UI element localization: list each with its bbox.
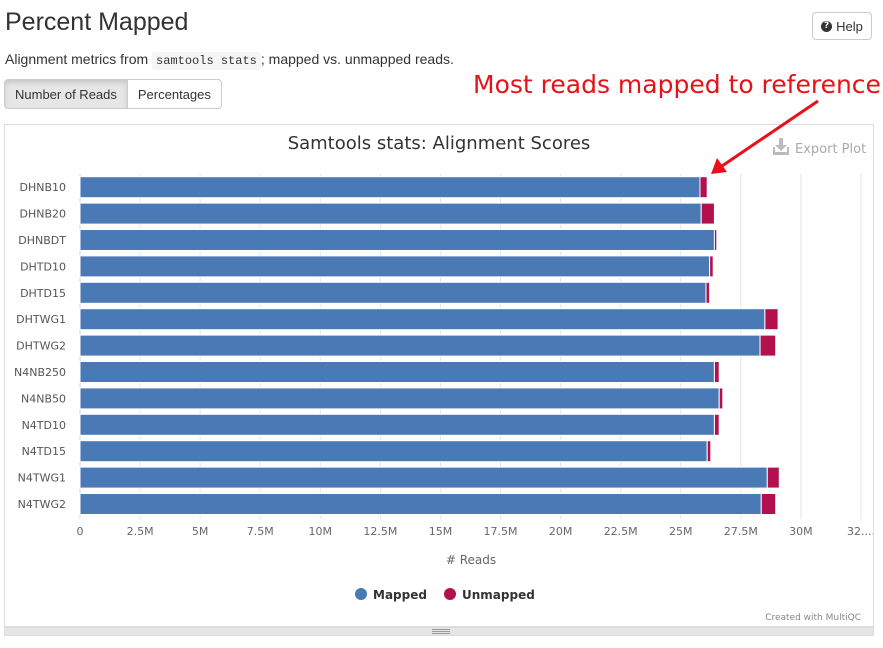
bar-mapped-n4twg1 — [79, 466, 768, 489]
chart-legend: Mapped Unmapped — [355, 588, 535, 602]
bar-unmapped-n4td10 — [713, 413, 720, 436]
y-category-label: DHNB10 — [19, 181, 66, 194]
page-title: Percent Mapped — [5, 8, 189, 36]
bar-mapped-dhnbdt — [79, 229, 715, 251]
x-tick-label: 5M — [192, 525, 209, 538]
tab-number-of-reads[interactable]: Number of Reads — [4, 79, 128, 109]
bar-mapped-dhtd15 — [79, 281, 707, 304]
bar-unmapped-dhtwg2 — [759, 334, 777, 357]
x-tick-label: 17.5M — [484, 525, 518, 538]
x-tick-label: 30M — [789, 525, 813, 538]
help-button-label: Help — [836, 18, 863, 34]
x-tick-label: 32.... — [847, 525, 873, 538]
legend-mapped-marker — [355, 588, 367, 600]
legend-mapped-label[interactable]: Mapped — [373, 588, 427, 602]
bar-mapped-dhnb20 — [79, 202, 702, 225]
bar-mapped-n4td10 — [79, 413, 715, 436]
y-category-label: N4NB250 — [14, 366, 66, 379]
multiqc-credit: Created with MultiQC — [765, 613, 861, 623]
bar-unmapped-dhnb10 — [699, 176, 708, 199]
x-tick-label: 25M — [669, 525, 693, 538]
y-category-label: N4TD15 — [22, 445, 66, 458]
x-tick-label: 20M — [549, 525, 573, 538]
x-tick-label: 27.5M — [724, 525, 758, 538]
bar-mapped-dhnb10 — [79, 176, 701, 199]
export-plot-label: Export Plot — [795, 142, 866, 157]
bar-mapped-n4td15 — [79, 440, 708, 463]
x-tick-label: 2.5M — [127, 525, 154, 538]
x-tick-label: 15M — [429, 525, 453, 538]
y-category-label: DHTWG1 — [16, 313, 66, 326]
y-category-label: DHNBDT — [18, 234, 66, 247]
y-category-label: DHTD15 — [20, 287, 66, 300]
y-category-label: N4NB50 — [21, 392, 66, 405]
download-icon — [773, 138, 789, 155]
bar-mapped-dhtwg1 — [79, 308, 766, 331]
x-tick-label: 22.5M — [604, 525, 638, 538]
description-text-start: Alignment metrics from — [5, 51, 153, 67]
bar-unmapped-n4twg2 — [760, 493, 777, 515]
chart-container: Samtools stats: Alignment Scores Export … — [4, 124, 875, 627]
x-tick-label: 0 — [77, 525, 84, 538]
bar-unmapped-dhnb20 — [700, 202, 715, 225]
bar-unmapped-dhnbdt — [713, 229, 718, 251]
bar-unmapped-dhtd10 — [709, 255, 714, 278]
question-circle-icon: ? — [821, 20, 833, 32]
bar-unmapped-n4nb50 — [718, 387, 724, 410]
y-category-label: N4TWG1 — [18, 472, 66, 485]
y-category-label: DHTD10 — [20, 260, 66, 273]
grip-lines-icon — [432, 629, 450, 634]
bar-mapped-n4nb50 — [79, 387, 720, 410]
y-category-label: DHTWG2 — [16, 340, 66, 353]
y-category-label: N4TWG2 — [18, 498, 66, 511]
bar-unmapped-n4td15 — [706, 440, 712, 463]
y-category-label: N4TD10 — [22, 419, 66, 432]
bar-mapped-n4nb250 — [79, 361, 715, 383]
bar-chart: Samtools stats: Alignment Scores Export … — [14, 133, 875, 623]
bar-unmapped-dhtd15 — [705, 281, 711, 304]
x-tick-label: 7.5M — [247, 525, 274, 538]
annotation-text: Most reads mapped to reference — [473, 70, 881, 99]
view-toggle-group: Number of Reads Percentages — [4, 79, 222, 109]
help-button[interactable]: ? Help — [812, 12, 872, 40]
y-category-label: DHNB20 — [19, 208, 66, 221]
section-description: Alignment metrics from samtools stats; m… — [5, 51, 454, 70]
x-tick-label: 12.5M — [363, 525, 397, 538]
bar-unmapped-n4nb250 — [713, 361, 720, 383]
tab-percentages[interactable]: Percentages — [127, 79, 222, 109]
chart-resize-handle[interactable] — [4, 627, 874, 636]
bar-unmapped-dhtwg1 — [764, 308, 779, 331]
legend-unmapped-label[interactable]: Unmapped — [462, 588, 535, 602]
x-tick-label: 10M — [309, 525, 333, 538]
description-text-end: ; mapped vs. unmapped reads. — [260, 51, 454, 67]
bar-mapped-dhtwg2 — [79, 334, 761, 357]
legend-unmapped-marker — [444, 588, 456, 600]
export-plot-button[interactable]: Export Plot — [773, 138, 866, 157]
chart-title: Samtools stats: Alignment Scores — [288, 133, 591, 154]
bar-mapped-n4twg2 — [79, 493, 762, 515]
description-code: samtools stats — [152, 52, 261, 70]
bar-unmapped-n4twg1 — [766, 466, 780, 489]
bar-mapped-dhtd10 — [79, 255, 711, 278]
x-axis-title: # Reads — [446, 553, 496, 567]
